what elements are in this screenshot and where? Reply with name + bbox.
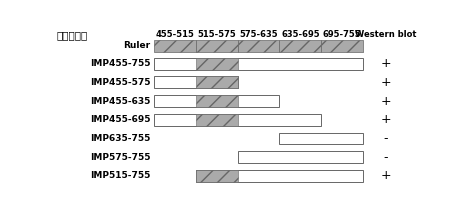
Text: +: + bbox=[381, 113, 391, 126]
Text: -: - bbox=[383, 151, 388, 164]
Bar bbox=[279, 40, 321, 52]
Text: IMP455-695: IMP455-695 bbox=[90, 115, 150, 124]
Text: 515-575: 515-575 bbox=[197, 30, 236, 39]
Bar bbox=[279, 133, 363, 144]
Bar bbox=[321, 40, 363, 52]
Bar bbox=[238, 40, 279, 52]
Text: 635-695: 635-695 bbox=[281, 30, 320, 39]
Bar bbox=[196, 95, 238, 107]
Bar bbox=[154, 77, 238, 88]
Text: IMP455-575: IMP455-575 bbox=[90, 78, 150, 87]
Text: 695-755: 695-755 bbox=[323, 30, 361, 39]
Bar bbox=[196, 77, 238, 88]
Bar bbox=[154, 58, 363, 69]
Text: +: + bbox=[381, 76, 391, 89]
Text: IMP455-755: IMP455-755 bbox=[90, 59, 150, 68]
Text: +: + bbox=[381, 95, 391, 108]
Bar bbox=[196, 58, 238, 69]
Bar bbox=[238, 151, 363, 163]
Text: -: - bbox=[383, 132, 388, 145]
Bar bbox=[154, 95, 279, 107]
Bar bbox=[154, 114, 321, 126]
Bar bbox=[196, 114, 238, 126]
Bar bbox=[196, 170, 238, 182]
Text: Western blot: Western blot bbox=[355, 30, 417, 39]
Text: +: + bbox=[381, 57, 391, 70]
Text: 455-515: 455-515 bbox=[155, 30, 194, 39]
Text: 氨基酸残基: 氨基酸残基 bbox=[56, 30, 87, 40]
Bar bbox=[196, 170, 363, 182]
Text: 575-635: 575-635 bbox=[239, 30, 278, 39]
Text: IMP575-755: IMP575-755 bbox=[90, 153, 150, 162]
Bar bbox=[154, 40, 196, 52]
Text: IMP635-755: IMP635-755 bbox=[90, 134, 150, 143]
Text: IMP515-755: IMP515-755 bbox=[90, 171, 150, 180]
Text: +: + bbox=[381, 169, 391, 182]
Text: IMP455-635: IMP455-635 bbox=[90, 96, 150, 106]
Text: Ruler: Ruler bbox=[123, 41, 150, 50]
Bar bbox=[196, 40, 238, 52]
